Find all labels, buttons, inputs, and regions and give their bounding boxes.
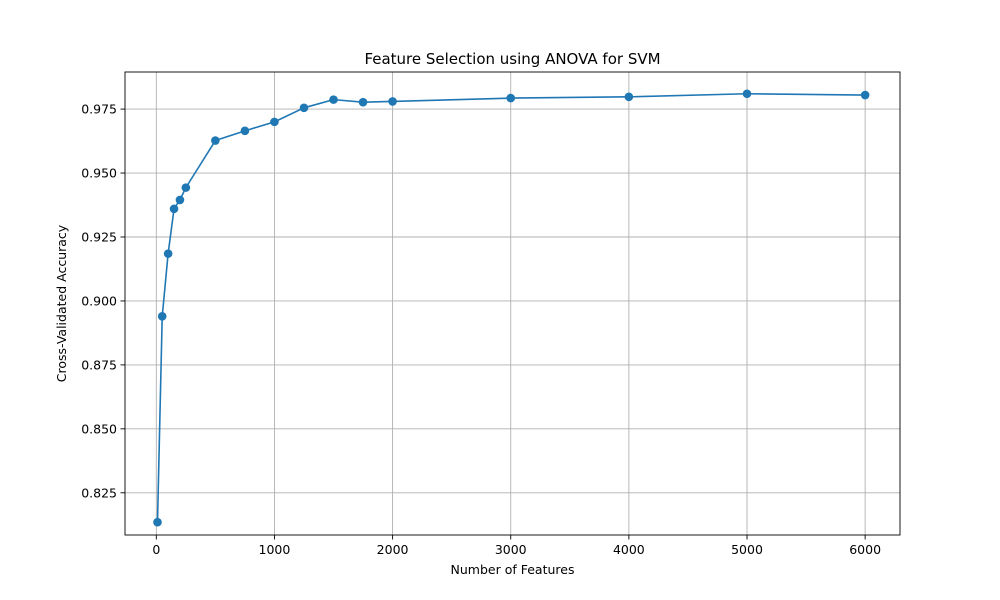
y-tick-label: 0.825 (81, 485, 117, 500)
data-point (358, 97, 368, 107)
x-tick-label: 1000 (259, 542, 291, 557)
y-tick-label: 0.950 (81, 166, 117, 181)
data-point (181, 183, 191, 192)
data-point (270, 117, 279, 127)
data-point (299, 103, 309, 113)
grid (125, 72, 900, 535)
chart-title: Feature Selection using ANOVA for SVM (364, 50, 660, 68)
x-axis-label: Number of Features (451, 562, 575, 577)
data-point (169, 204, 179, 214)
data-point (506, 93, 516, 103)
x-tick-label: 0 (152, 542, 160, 557)
y-tick-label: 0.900 (81, 293, 117, 308)
data-point (240, 126, 250, 136)
data-point (388, 97, 397, 106)
axis-ticks: 0 1000 2000 3000 4000 5000 6000 0.825 0.850 0.875… (81, 102, 881, 557)
x-tick-label: 6000 (849, 542, 881, 557)
x-tick-label: 5000 (731, 542, 763, 557)
x-tick-label: 2000 (377, 542, 409, 557)
data-point (175, 195, 185, 205)
y-tick-label: 0.975 (81, 102, 117, 117)
x-tick-label: 4000 (613, 542, 645, 557)
series-layer (153, 89, 870, 527)
y-axis-label: Cross-Validated Accuracy (54, 224, 69, 382)
data-point (329, 95, 338, 104)
series-line (156, 92, 866, 523)
x-tick-label: 3000 (495, 542, 527, 557)
data-point (860, 90, 870, 100)
plot-frame (124, 71, 901, 536)
data-point (157, 311, 167, 321)
y-tick-label: 0.925 (81, 229, 117, 244)
data-point (211, 136, 220, 145)
data-point (624, 92, 634, 102)
y-tick-label: 0.875 (81, 357, 117, 372)
y-tick-label: 0.850 (81, 421, 117, 436)
data-point (742, 89, 752, 99)
data-point (163, 249, 173, 258)
data-point (153, 517, 162, 527)
